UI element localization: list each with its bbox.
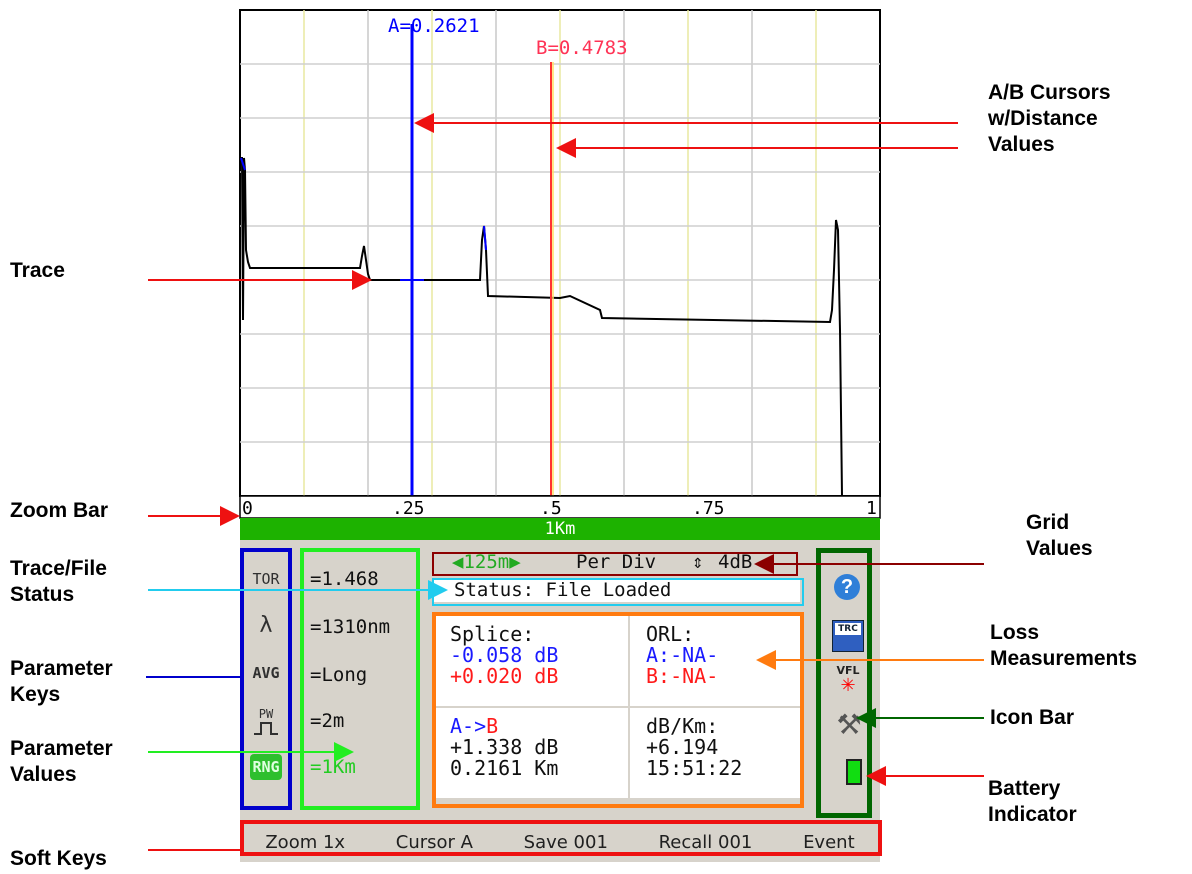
parameter-values-outline [300, 548, 420, 810]
grid-values-row[interactable]: ◀125m▶ Per Div ⇕ 4dB [448, 551, 810, 573]
splice-a-value: -0.058 dB [450, 643, 559, 667]
vfl-text: VFL [836, 664, 860, 677]
param-value-wavelength: =1310nm [310, 616, 391, 638]
zoom-span-label: 1Km [544, 519, 576, 539]
trace-plot: A=0.2621 B=0.4783 0 .25 .5 .75 1 [239, 9, 881, 519]
icon-bar-outline [816, 548, 872, 818]
zoom-tick-25: .25 [392, 498, 425, 519]
cursor-b-label: B=0.4783 [536, 37, 628, 59]
clock-time: 15:51:22 [646, 756, 743, 780]
param-key-tor[interactable]: TOR [252, 570, 280, 588]
zoom-bar[interactable]: 1Km [240, 518, 880, 540]
annotation-trace-file-status: Trace/File Status [10, 557, 107, 606]
annotation-battery: Battery Indicator [988, 777, 1077, 826]
a-to-b-distance: 0.2161 Km [450, 756, 559, 780]
help-icon[interactable]: ? [834, 574, 860, 600]
trace-blue-segment [483, 225, 487, 251]
param-key-pw[interactable]: PW [244, 700, 288, 742]
orl-b-value: B:-NA- [646, 664, 719, 688]
param-value-tor: =1.468 [310, 568, 379, 590]
soft-keys-outline [240, 820, 882, 856]
annotation-trace: Trace [10, 259, 65, 282]
trc-text: TRC [835, 623, 861, 635]
a-to-b-title: A->B [450, 714, 499, 738]
zoom-tick-50: .5 [540, 498, 562, 519]
param-key-wavelength[interactable]: λ [259, 612, 273, 638]
loss-measurements-outline [432, 612, 804, 808]
annotation-parameter-values: Parameter Values [10, 737, 113, 786]
grid-distance: ◀125m▶ [452, 551, 521, 573]
pulse-icon [254, 722, 278, 735]
splice-b-value: +0.020 dB [450, 664, 559, 688]
control-panel: TOR λ AVG PW RNG =1.468 =1310nm =Long =2… [240, 540, 880, 822]
cursor-a-label: A=0.2621 [388, 15, 480, 37]
soft-keys: Zoom 1x Cursor A Save 001 Recall 001 Eve… [240, 822, 880, 862]
annotation-parameter-keys: Parameter Keys [10, 657, 113, 706]
orl-a-value: A:-NA- [646, 643, 719, 667]
battery-indicator [846, 759, 862, 785]
laser-star-icon: ✳ [840, 675, 856, 695]
parameter-keys-outline [240, 548, 292, 810]
db-per-km-title: dB/Km: [646, 714, 719, 738]
annotation-soft-keys: Soft Keys [10, 847, 107, 870]
param-key-rng[interactable]: RNG [244, 746, 288, 788]
trc-save-icon[interactable]: TRC [832, 620, 864, 652]
annotation-zoom-bar: Zoom Bar [10, 499, 109, 522]
vfl-icon[interactable]: VFL ✳ [832, 664, 864, 698]
splice-cell: Splice: -0.058 dB +0.020 dB [434, 616, 628, 706]
otdr-screen: A=0.2621 B=0.4783 0 .25 .5 .75 1 [239, 9, 881, 862]
db-per-km-value: +6.194 [646, 735, 719, 759]
param-value-pw: =2m [310, 710, 345, 732]
grid-label: Per Div [576, 551, 657, 573]
softkey-event[interactable]: Event [803, 831, 855, 853]
zoom-tick-100: 1 [866, 498, 877, 519]
a-to-b-loss: +1.338 dB [450, 735, 559, 759]
softkey-cursor[interactable]: Cursor A [395, 831, 473, 853]
db-per-km-cell: dB/Km: +6.194 15:51:22 [630, 708, 802, 798]
annotation-loss: Loss Measurements [990, 621, 1138, 670]
splice-title: Splice: [450, 622, 535, 646]
softkey-recall[interactable]: Recall 001 [658, 831, 753, 853]
annotation-icon-bar: Icon Bar [990, 706, 1075, 729]
zoom-tick-0: 0 [242, 498, 253, 519]
param-value-avg: =Long [310, 664, 368, 686]
softkey-save[interactable]: Save 001 [523, 831, 608, 853]
param-key-avg[interactable]: AVG [252, 664, 280, 682]
orl-cell: ORL: A:-NA- B:-NA- [630, 616, 802, 706]
softkey-zoom[interactable]: Zoom 1x [265, 831, 346, 853]
status-text: Status: File Loaded [434, 578, 800, 602]
zoom-tick-75: .75 [692, 498, 725, 519]
grid-db: 4dB [718, 551, 753, 573]
a-to-b-cell: A->B +1.338 dB 0.2161 Km [434, 708, 628, 798]
annotation-grid-values: Grid Values [1026, 511, 1093, 560]
up-down-arrow-icon: ⇕ [692, 551, 704, 573]
annotation-cursors: A/B Cursors w/Distance Values [988, 81, 1111, 156]
trace-blue-segment [240, 157, 246, 171]
fiber-trace [241, 157, 843, 497]
orl-title: ORL: [646, 622, 695, 646]
